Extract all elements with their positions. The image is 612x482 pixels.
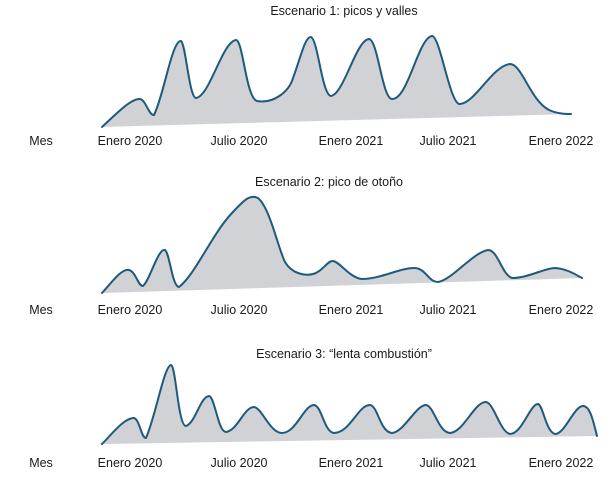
tick-julio-2021: Julio 2021 <box>420 134 477 148</box>
scenario-1-panel: Escenario 1: picos y valles Mes Enero 20… <box>29 4 593 148</box>
axis-label-mes: Mes <box>29 134 53 148</box>
tick-julio-2021: Julio 2021 <box>420 303 477 317</box>
tick-enero-2021: Enero 2021 <box>319 134 384 148</box>
tick-enero-2021: Enero 2021 <box>319 303 384 317</box>
scenario-3-area <box>102 365 597 444</box>
tick-julio-2021: Julio 2021 <box>420 456 477 470</box>
scenario-3-panel: Escenario 3: “lenta combustión” Mes Ener… <box>29 347 598 470</box>
scenario-1-curve <box>101 35 572 128</box>
scenario-2-area <box>102 196 582 293</box>
scenario-1-title: Escenario 1: picos y valles <box>270 4 417 18</box>
tick-julio-2020: Julio 2020 <box>211 134 268 148</box>
axis-label-mes: Mes <box>29 456 53 470</box>
tick-enero-2020: Enero 2020 <box>98 456 163 470</box>
scenario-3-curve <box>101 364 598 445</box>
scenario-2-curve <box>101 195 583 294</box>
scenario-2-title: Escenario 2: pico de otoño <box>255 175 403 189</box>
axis-label-mes: Mes <box>29 303 53 317</box>
tick-enero-2021: Enero 2021 <box>319 456 384 470</box>
scenario-3-title: Escenario 3: “lenta combustión” <box>256 347 432 361</box>
tick-julio-2020: Julio 2020 <box>211 456 268 470</box>
scenario-1-area <box>102 36 571 127</box>
tick-enero-2020: Enero 2020 <box>98 303 163 317</box>
tick-enero-2022: Enero 2022 <box>529 456 594 470</box>
tick-enero-2022: Enero 2022 <box>529 134 594 148</box>
tick-enero-2020: Enero 2020 <box>98 134 163 148</box>
tick-julio-2020: Julio 2020 <box>211 303 268 317</box>
tick-enero-2022: Enero 2022 <box>529 303 594 317</box>
scenario-2-panel: Escenario 2: pico de otoño Mes Enero 202… <box>29 175 593 317</box>
